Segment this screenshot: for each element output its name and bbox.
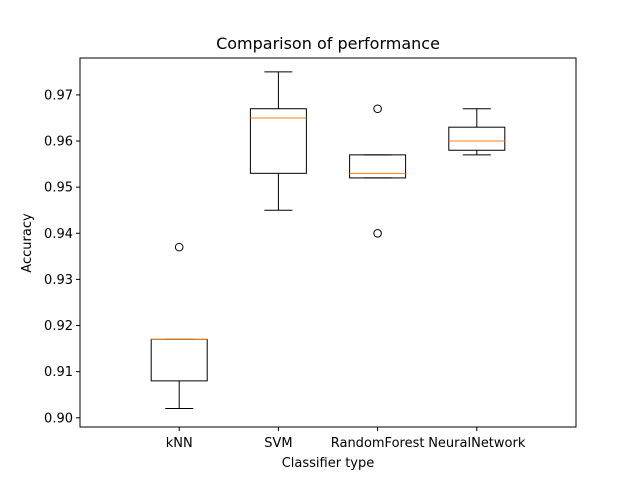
x-tick-label: kNN	[166, 436, 193, 451]
x-tick-label: NeuralNetwork	[428, 436, 526, 451]
y-tick-label: 0.93	[44, 273, 73, 288]
box	[448, 126, 506, 151]
y-tick-label: 0.94	[44, 227, 73, 242]
box	[349, 154, 407, 179]
outlier-point	[373, 104, 382, 114]
box	[150, 338, 208, 382]
y-tick-label: 0.95	[44, 181, 73, 196]
box-group-knn	[150, 242, 208, 410]
box	[249, 108, 307, 174]
y-tick-label: 0.97	[44, 88, 73, 103]
y-tick-label: 0.91	[44, 365, 73, 380]
box-group-randomforest	[349, 104, 407, 238]
y-tick-label: 0.96	[44, 135, 73, 150]
chart-title: Comparison of performance	[216, 34, 440, 53]
y-tick-label: 0.90	[44, 411, 73, 426]
outlier-point	[373, 228, 382, 238]
box-group-neuralnetwork	[448, 108, 506, 156]
y-axis-label: Accuracy	[20, 213, 35, 273]
plot-area	[150, 71, 506, 410]
box-group-svm	[249, 71, 307, 211]
y-tick-label: 0.92	[44, 319, 73, 334]
plot-frame	[79, 57, 577, 428]
x-tick-label: SVM	[264, 436, 292, 451]
x-tick-label: RandomForest	[331, 436, 425, 451]
outlier-point	[174, 242, 184, 252]
x-axis-label: Classifier type	[282, 456, 375, 471]
